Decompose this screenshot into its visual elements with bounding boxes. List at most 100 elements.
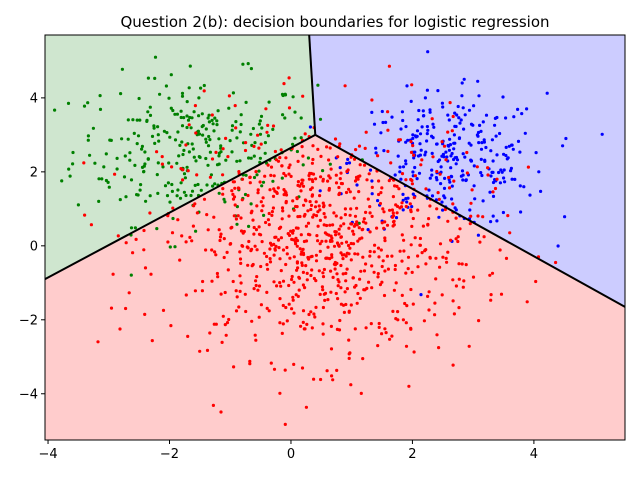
data-point-green [267, 100, 271, 104]
data-point-green [194, 229, 198, 233]
data-point-red [344, 190, 349, 195]
data-point-blue [493, 116, 497, 120]
data-point-red [287, 214, 291, 218]
data-point-green [144, 199, 148, 203]
data-point-blue [417, 108, 421, 113]
data-point-green [247, 156, 251, 160]
data-point-blue [600, 132, 604, 136]
data-point-red [299, 324, 303, 328]
data-point-blue [516, 107, 520, 111]
data-point-blue [412, 156, 416, 160]
data-point-red [254, 283, 258, 288]
data-point-red [330, 374, 334, 378]
data-point-red [398, 138, 402, 142]
data-point-red [310, 268, 314, 272]
data-point-blue [510, 177, 514, 181]
data-point-red [169, 324, 173, 328]
data-point-blue [448, 180, 452, 184]
data-point-red [314, 259, 319, 263]
data-point-red [343, 207, 347, 211]
data-point-red [326, 245, 330, 249]
data-point-green [219, 150, 223, 154]
data-point-green [213, 182, 217, 186]
data-point-red [314, 253, 318, 257]
data-point-red [356, 239, 360, 243]
data-point-red [333, 267, 337, 271]
data-point-blue [428, 108, 432, 112]
data-point-blue [453, 206, 457, 210]
data-point-red [354, 175, 359, 179]
data-point-red [409, 210, 413, 214]
boundary-blue-red [314, 133, 625, 308]
data-point-green [210, 118, 214, 122]
data-point-red [282, 82, 286, 86]
data-point-blue [445, 155, 449, 159]
data-point-green [178, 143, 182, 147]
y-tick-label: 0 [30, 239, 38, 254]
data-point-green [206, 163, 210, 167]
data-point-red [508, 231, 512, 235]
data-point-red [328, 239, 332, 243]
data-point-red [295, 260, 299, 264]
data-point-green [192, 110, 196, 114]
data-point-red [255, 248, 259, 252]
data-point-red [300, 261, 304, 265]
data-point-green [271, 179, 275, 183]
data-point-green [207, 113, 211, 117]
data-point-green [109, 138, 113, 142]
data-point-blue [528, 193, 532, 197]
data-point-green [299, 116, 303, 120]
data-point-red [251, 218, 255, 222]
data-point-red [353, 327, 357, 331]
data-point-green [184, 193, 188, 198]
data-point-green [230, 150, 234, 154]
data-point-red [252, 144, 256, 148]
data-point-red [460, 262, 464, 266]
data-point-blue [512, 115, 516, 119]
data-point-red [418, 243, 422, 247]
data-point-red [468, 222, 472, 226]
data-point-blue [461, 152, 465, 156]
data-point-green [213, 116, 217, 120]
data-point-blue [423, 96, 427, 100]
data-point-red [259, 200, 263, 204]
data-point-blue [442, 186, 447, 190]
data-point-blue [447, 148, 451, 152]
data-point-red [195, 211, 199, 215]
data-point-red [367, 172, 371, 176]
data-point-green [146, 76, 150, 80]
data-point-red [393, 184, 397, 188]
data-point-red [335, 241, 340, 245]
data-point-red [404, 178, 408, 182]
data-point-red [435, 169, 439, 174]
data-point-green [202, 83, 206, 88]
data-point-green [235, 136, 239, 140]
data-point-green [91, 126, 95, 130]
data-point-red [326, 179, 330, 183]
data-point-red [261, 204, 265, 208]
data-point-red [286, 232, 290, 236]
x-tick-label: −4 [38, 447, 57, 462]
data-point-green [259, 114, 264, 118]
data-point-red [383, 327, 387, 331]
data-point-red [283, 368, 287, 372]
data-point-red [370, 286, 374, 290]
data-point-green [148, 105, 152, 109]
data-point-blue [440, 200, 444, 204]
data-point-red [278, 391, 282, 395]
data-point-red [440, 140, 444, 144]
data-point-blue [509, 166, 513, 170]
data-point-red [380, 264, 384, 269]
data-point-green [175, 194, 179, 198]
data-point-blue [484, 113, 489, 117]
data-point-blue [479, 171, 483, 175]
data-point-red [181, 178, 185, 182]
data-point-red [268, 247, 272, 251]
data-point-red [259, 264, 263, 269]
data-point-green [247, 224, 251, 228]
data-point-green [255, 173, 259, 177]
data-point-red [303, 132, 307, 136]
data-point-green [180, 140, 184, 144]
data-point-red [438, 172, 442, 176]
